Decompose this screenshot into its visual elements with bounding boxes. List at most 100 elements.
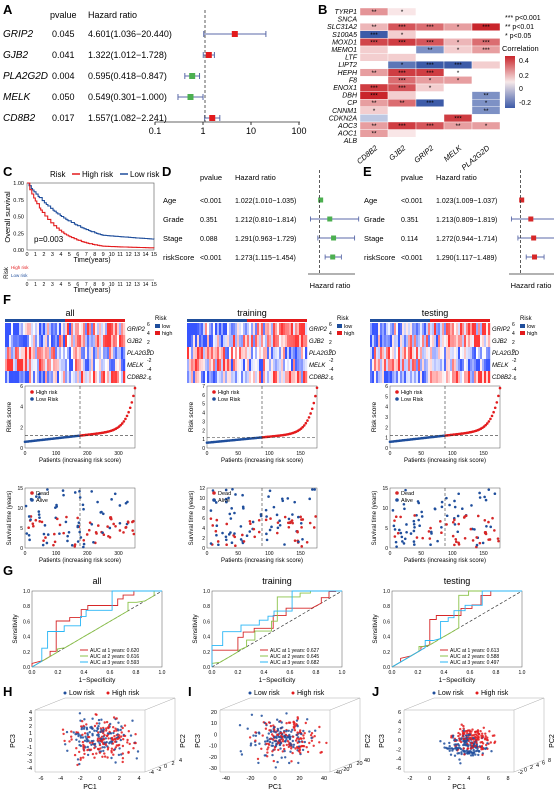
f-heat-cell bbox=[105, 359, 108, 371]
f-surv-point bbox=[66, 539, 69, 543]
f-surv-ytick: 8 bbox=[202, 506, 205, 512]
f-heat-cell bbox=[299, 359, 302, 371]
pca-point bbox=[75, 747, 78, 750]
pca-point bbox=[474, 730, 477, 734]
pca-panel-letter: H bbox=[3, 684, 12, 699]
pca-point bbox=[271, 741, 274, 745]
f-surv-point bbox=[412, 519, 416, 523]
f-heat-cell bbox=[205, 371, 208, 383]
f-surv-point bbox=[82, 538, 86, 542]
f-heat-cell bbox=[392, 323, 395, 335]
f-heat-cell bbox=[83, 371, 86, 383]
f-heat-legend-low: low bbox=[344, 324, 352, 330]
b-cell bbox=[415, 114, 445, 123]
f-heat-cell bbox=[476, 347, 479, 359]
f-heat-cell bbox=[265, 359, 268, 371]
panel-pca: H Low risk High risk-6 -4 -2 0 2 4-4-3-2-101234… bbox=[3, 684, 554, 791]
f-heat-cell bbox=[380, 359, 383, 371]
f-surv-point bbox=[297, 540, 300, 544]
f-heat-cell bbox=[454, 359, 457, 371]
f-surv-point bbox=[27, 526, 30, 530]
f-heat-cell bbox=[448, 335, 451, 347]
pca-point bbox=[272, 734, 275, 738]
pca-point bbox=[296, 716, 299, 719]
pca-point bbox=[82, 745, 85, 748]
f-heat-cell bbox=[376, 335, 379, 347]
f-heat-cell bbox=[221, 335, 224, 347]
f-risk-ytick: 0 bbox=[20, 446, 23, 452]
pca-point bbox=[101, 746, 104, 749]
f-surv-point bbox=[493, 492, 497, 496]
b-cell-stars: *** bbox=[370, 32, 378, 39]
pca-point bbox=[97, 725, 100, 728]
g-y-tick: 0.8 bbox=[203, 604, 210, 610]
f-heat-cell bbox=[213, 347, 216, 359]
f-heat-cell bbox=[470, 359, 473, 371]
f-heat-cell bbox=[410, 323, 413, 335]
f-heat-cell bbox=[263, 359, 266, 371]
b-cell-stars: ** bbox=[483, 93, 489, 100]
f-risk-ylabel: Risk score bbox=[188, 401, 195, 432]
pca-point bbox=[287, 745, 290, 749]
f-heat-legend-low-swatch bbox=[337, 324, 342, 328]
pca-point bbox=[269, 724, 273, 728]
f-heat-legend-high: high bbox=[162, 331, 172, 337]
d-row-hr: 1.273(1.115−1.454) bbox=[235, 255, 296, 262]
pca-point bbox=[96, 737, 100, 740]
g-auc-label: AUC at 2 years: 0.588 bbox=[450, 654, 499, 660]
f-surv-xtick: 300 bbox=[114, 551, 123, 557]
f-heat-cell bbox=[71, 347, 74, 359]
f-surv-point bbox=[402, 502, 406, 506]
pca-point bbox=[91, 727, 94, 730]
g-y-tick: 0.8 bbox=[23, 604, 30, 610]
g-x-tick: 0.2 bbox=[415, 670, 422, 676]
b-cell-stars: ** bbox=[371, 123, 377, 130]
f-heat-cell bbox=[51, 335, 54, 347]
f-heat-cell bbox=[478, 371, 481, 383]
pca-point bbox=[485, 743, 488, 747]
f-surv-point bbox=[296, 530, 299, 534]
f-group-title: all bbox=[65, 308, 74, 318]
g-roc-curve bbox=[31, 590, 162, 667]
pca-point bbox=[285, 712, 288, 715]
f-heat-cell bbox=[382, 323, 385, 335]
f-heat-cell bbox=[293, 359, 296, 371]
f-heat-cell bbox=[239, 335, 242, 347]
pca-point bbox=[110, 747, 114, 750]
f-surv-point bbox=[209, 517, 213, 520]
b-row-label: MEMO1 bbox=[331, 47, 357, 54]
f-heat-cell bbox=[295, 335, 298, 347]
f-surv-xtick: 100 bbox=[265, 551, 274, 557]
pca-point bbox=[283, 749, 286, 753]
f-surv-point bbox=[448, 503, 451, 507]
b-cell-stars: *** bbox=[398, 24, 406, 31]
f-heat-cell bbox=[398, 335, 401, 347]
b-cell bbox=[359, 45, 389, 54]
f-heat-cell bbox=[95, 323, 98, 335]
pca-point bbox=[96, 739, 99, 742]
f-heat-cell bbox=[444, 335, 447, 347]
f-surv-point bbox=[67, 531, 71, 534]
pca-point bbox=[474, 744, 477, 748]
pca-point bbox=[63, 739, 66, 743]
f-heat-cell bbox=[37, 371, 40, 383]
f-heat-cell bbox=[105, 323, 108, 335]
f-heat-cell bbox=[53, 347, 56, 359]
f-surv-point bbox=[42, 539, 45, 542]
f-heat-scale-tick: 2 bbox=[329, 340, 332, 346]
pca-point bbox=[258, 742, 261, 745]
pca-point bbox=[269, 730, 273, 734]
pca-cube-edge bbox=[219, 697, 251, 711]
pca-point bbox=[267, 743, 271, 746]
f-heat-cell bbox=[271, 359, 274, 371]
f-heat-cell bbox=[229, 323, 232, 335]
pca-point bbox=[443, 742, 446, 745]
pca-point bbox=[260, 747, 263, 750]
pca-point bbox=[298, 740, 301, 744]
f-heat-scale-tick: 2 bbox=[512, 340, 515, 346]
pca-point bbox=[102, 728, 106, 731]
f-heat-cell bbox=[486, 335, 489, 347]
f-heat-cell bbox=[257, 371, 260, 383]
f-heat-cell bbox=[209, 335, 212, 347]
f-heat-cell bbox=[107, 371, 110, 383]
